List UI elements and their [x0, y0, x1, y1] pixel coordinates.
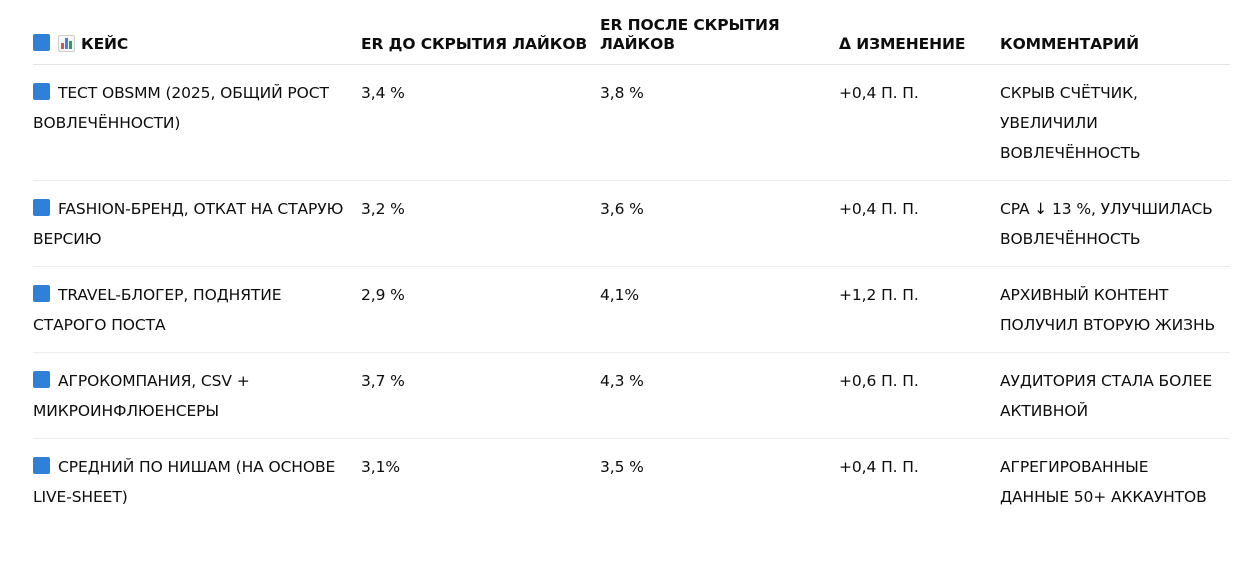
- cell-er-before: 3,7 %: [361, 352, 600, 439]
- cell-er-before: 3,1%: [361, 458, 400, 476]
- cell-comment: СКРЫВ СЧЁТЧИК, УВЕЛИЧИЛИ ВОВЛЕЧЁННОСТЬ: [1000, 64, 1230, 181]
- data-table-container: КЕЙС ER ДО СКРЫТИЯ ЛАЙКОВ ER ПОСЛЕ СКРЫТ…: [33, 0, 1230, 524]
- blue-square-icon: [33, 371, 50, 388]
- case-label: TRAVEL-БЛОГЕР, ПОДНЯТИЕ СТАРОГО ПОСТА: [33, 286, 282, 334]
- cell-er-before: 3,2 %: [361, 180, 600, 267]
- cell-er-after: 4,3 %: [600, 352, 839, 439]
- header-er-before: ER ДО СКРЫТИЯ ЛАЙКОВ: [361, 0, 600, 65]
- cell-comment: АУДИТОРИЯ СТАЛА БОЛЕЕ АКТИВНОЙ: [1000, 352, 1230, 439]
- header-case: КЕЙС: [33, 0, 361, 65]
- cell-case: TRAVEL-БЛОГЕР, ПОДНЯТИЕ СТАРОГО ПОСТА: [33, 266, 361, 353]
- cell-case: ТЕСТ OBSMM (2025, ОБЩИЙ РОСТ ВОВЛЕЧЁННОС…: [33, 64, 361, 181]
- bar-chart-icon: [58, 35, 75, 52]
- er-comparison-table: КЕЙС ER ДО СКРЫТИЯ ЛАЙКОВ ER ПОСЛЕ СКРЫТ…: [33, 0, 1230, 524]
- table-row: FASHION-БРЕНД, ОТКАТ НА СТАРУЮ ВЕРСИЮ 3,…: [33, 180, 1230, 267]
- table-row: ТЕСТ OBSMM (2025, ОБЩИЙ РОСТ ВОВЛЕЧЁННОС…: [33, 64, 1230, 181]
- header-er-after: ER ПОСЛЕ СКРЫТИЯ ЛАЙКОВ: [600, 0, 839, 65]
- cell-delta: +0,4 П. П.: [839, 64, 1000, 181]
- table-row: TRAVEL-БЛОГЕР, ПОДНЯТИЕ СТАРОГО ПОСТА 2,…: [33, 266, 1230, 353]
- table-row: СРЕДНИЙ ПО НИШАМ (НА ОСНОВЕ LIVE-SHEET) …: [33, 439, 1230, 525]
- cell-delta: +0,6 П. П.: [839, 352, 1000, 439]
- cell-delta: +1,2 П. П.: [839, 266, 1000, 353]
- case-label: АГРОКОМПАНИЯ, CSV + МИКРОИНФЛЮЕНСЕРЫ: [33, 372, 250, 420]
- blue-square-icon: [33, 83, 50, 100]
- cell-er-after: 3,5 %: [600, 458, 644, 476]
- table-header-row: КЕЙС ER ДО СКРЫТИЯ ЛАЙКОВ ER ПОСЛЕ СКРЫТ…: [33, 0, 1230, 65]
- blue-square-icon: [33, 34, 50, 51]
- case-label: СРЕДНИЙ ПО НИШАМ (НА ОСНОВЕ LIVE-SHEET): [33, 458, 336, 506]
- header-comment: КОММЕНТАРИЙ: [1000, 0, 1230, 65]
- table-row: АГРОКОМПАНИЯ, CSV + МИКРОИНФЛЮЕНСЕРЫ 3,7…: [33, 352, 1230, 439]
- header-delta: Δ ИЗМЕНЕНИЕ: [839, 0, 1000, 65]
- case-label: ТЕСТ OBSMM (2025, ОБЩИЙ РОСТ ВОВЛЕЧЁННОС…: [33, 84, 329, 132]
- cell-er-before: 3,4 %: [361, 64, 600, 181]
- cell-comment: АРХИВНЫЙ КОНТЕНТ ПОЛУЧИЛ ВТОРУЮ ЖИЗНЬ: [1000, 266, 1230, 353]
- cell-comment: АГРЕГИРОВАННЫЕ ДАННЫЕ 50+ АККАУНТОВ: [1000, 458, 1207, 506]
- cell-er-after: 4,1%: [600, 266, 839, 353]
- blue-square-icon: [33, 457, 50, 474]
- cell-er-before: 2,9 %: [361, 266, 600, 353]
- cell-er-after: 3,6 %: [600, 180, 839, 267]
- cell-delta: +0,4 П. П.: [839, 458, 919, 476]
- cell-delta: +0,4 П. П.: [839, 180, 1000, 267]
- cell-case: АГРОКОМПАНИЯ, CSV + МИКРОИНФЛЮЕНСЕРЫ: [33, 352, 361, 439]
- case-label: FASHION-БРЕНД, ОТКАТ НА СТАРУЮ ВЕРСИЮ: [33, 200, 344, 248]
- header-case-label: КЕЙС: [81, 35, 129, 53]
- blue-square-icon: [33, 199, 50, 216]
- cell-er-after: 3,8 %: [600, 64, 839, 181]
- cell-comment: CPA ↓ 13 %, УЛУЧШИЛАСЬ ВОВЛЕЧЁННОСТЬ: [1000, 180, 1230, 267]
- blue-square-icon: [33, 285, 50, 302]
- cell-case: FASHION-БРЕНД, ОТКАТ НА СТАРУЮ ВЕРСИЮ: [33, 180, 361, 267]
- cell-case: СРЕДНИЙ ПО НИШАМ (НА ОСНОВЕ LIVE-SHEET): [33, 439, 361, 525]
